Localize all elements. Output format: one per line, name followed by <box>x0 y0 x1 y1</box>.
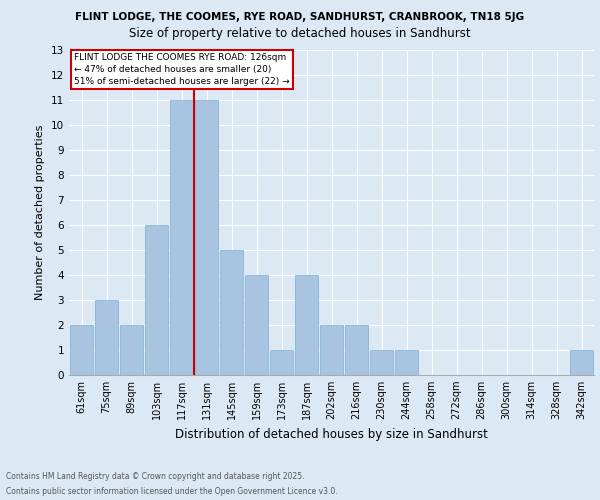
Bar <box>295 275 319 375</box>
Bar <box>245 275 268 375</box>
Text: Contains HM Land Registry data © Crown copyright and database right 2025.: Contains HM Land Registry data © Crown c… <box>6 472 305 481</box>
Bar <box>119 325 143 375</box>
Bar <box>194 100 218 375</box>
Bar <box>145 225 169 375</box>
Bar <box>370 350 394 375</box>
Text: FLINT LODGE, THE COOMES, RYE ROAD, SANDHURST, CRANBROOK, TN18 5JG: FLINT LODGE, THE COOMES, RYE ROAD, SANDH… <box>76 12 524 22</box>
Text: Size of property relative to detached houses in Sandhurst: Size of property relative to detached ho… <box>129 28 471 40</box>
X-axis label: Distribution of detached houses by size in Sandhurst: Distribution of detached houses by size … <box>175 428 488 440</box>
Bar <box>269 350 293 375</box>
Bar <box>344 325 368 375</box>
Bar <box>95 300 118 375</box>
Bar <box>220 250 244 375</box>
Text: FLINT LODGE THE COOMES RYE ROAD: 126sqm
← 47% of detached houses are smaller (20: FLINT LODGE THE COOMES RYE ROAD: 126sqm … <box>74 53 290 86</box>
Y-axis label: Number of detached properties: Number of detached properties <box>35 125 46 300</box>
Text: Contains public sector information licensed under the Open Government Licence v3: Contains public sector information licen… <box>6 487 338 496</box>
Bar <box>170 100 193 375</box>
Bar <box>395 350 418 375</box>
Bar <box>70 325 94 375</box>
Bar <box>320 325 343 375</box>
Bar <box>569 350 593 375</box>
